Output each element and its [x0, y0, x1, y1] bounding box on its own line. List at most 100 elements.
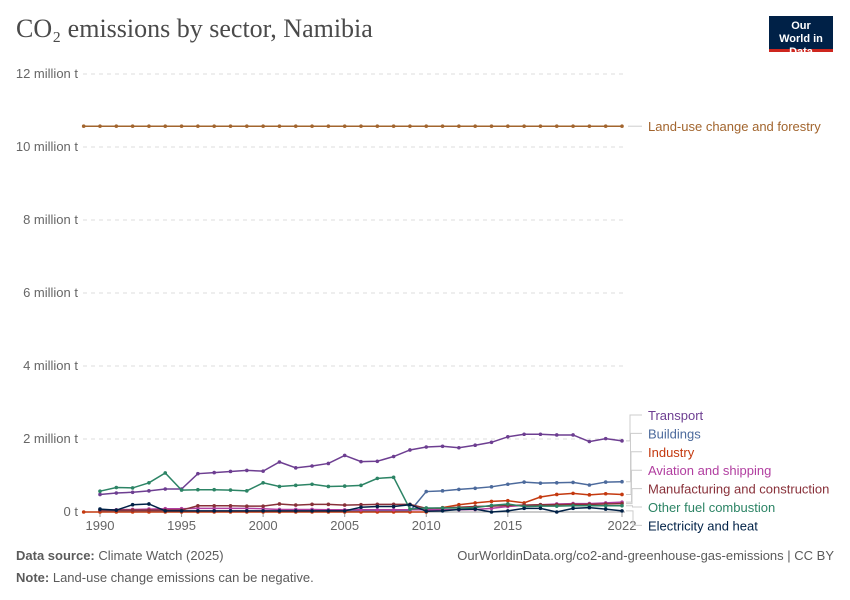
data-point	[130, 490, 135, 495]
series-line	[83, 492, 623, 513]
data-point	[342, 124, 347, 128]
data-point	[277, 484, 282, 489]
data-point	[293, 509, 298, 513]
x-tick-label: 2010	[412, 518, 441, 533]
data-point	[440, 509, 445, 513]
data-point	[310, 482, 314, 487]
data-point	[538, 124, 543, 128]
data-point	[228, 488, 233, 492]
data-point	[326, 502, 331, 507]
data-point	[587, 124, 592, 128]
data-point	[342, 509, 347, 513]
legend-label: Buildings	[648, 426, 701, 441]
data-point	[457, 507, 461, 512]
data-point	[522, 432, 526, 437]
data-point	[277, 502, 282, 506]
legend-label: Land-use change and forestry	[648, 119, 821, 134]
data-point	[506, 498, 510, 503]
data-point	[506, 482, 510, 487]
data-point	[261, 504, 265, 508]
data-point	[147, 489, 151, 493]
data-point	[196, 506, 200, 511]
data-point	[196, 509, 200, 513]
x-tick-label: 1990	[86, 518, 115, 533]
y-tick-label: 12 million t	[16, 66, 79, 81]
legend-connector	[626, 451, 642, 495]
data-point	[473, 501, 477, 505]
data-point	[375, 508, 380, 512]
data-point	[571, 506, 575, 511]
data-point	[440, 444, 445, 449]
data-point	[196, 503, 200, 508]
series-electricity-and-heat	[98, 502, 624, 514]
data-point	[424, 489, 429, 494]
data-point	[261, 124, 265, 128]
data-point	[522, 480, 526, 484]
data-point	[310, 509, 314, 513]
data-point	[603, 436, 608, 441]
data-point	[489, 510, 494, 514]
data-point	[179, 124, 184, 128]
data-point	[391, 475, 396, 480]
data-point	[489, 503, 494, 508]
data-point	[391, 508, 396, 512]
data-point	[147, 481, 151, 485]
data-point	[98, 507, 102, 511]
data-point	[293, 124, 298, 128]
data-point	[228, 506, 233, 511]
data-point	[587, 505, 592, 510]
series-industry	[81, 491, 624, 514]
owid-logo[interactable]: Our World in Data	[769, 16, 833, 58]
data-point	[375, 124, 380, 128]
legend-label: Aviation and shipping	[648, 463, 771, 478]
data-point	[212, 503, 216, 508]
data-point	[554, 481, 559, 485]
data-point	[424, 506, 429, 510]
data-point	[310, 502, 314, 507]
data-point	[408, 507, 412, 511]
note-text: Land-use change emissions can be negativ…	[52, 570, 314, 585]
data-point	[359, 483, 363, 488]
data-point	[522, 124, 526, 128]
data-point	[196, 471, 200, 476]
source-link[interactable]: Climate Watch (2025)	[98, 548, 224, 563]
data-point	[326, 484, 331, 489]
data-point	[359, 124, 363, 128]
y-tick-label: 10 million t	[16, 139, 79, 154]
data-point	[245, 504, 249, 508]
data-point	[440, 506, 445, 510]
data-point	[196, 124, 200, 128]
data-point	[212, 506, 216, 511]
series-land-use-change-and-forestry	[81, 124, 624, 128]
source-url[interactable]: OurWorldinData.org/co2-and-greenhouse-ga…	[457, 548, 834, 563]
note-label: Note:	[16, 570, 50, 585]
data-point	[147, 124, 151, 128]
data-point	[424, 124, 429, 128]
x-tick-label: 2015	[493, 518, 522, 533]
data-point	[163, 487, 168, 491]
y-tick-label: 6 million t	[23, 285, 78, 300]
series-transport	[98, 432, 624, 497]
data-point	[326, 124, 331, 128]
data-point	[98, 489, 102, 493]
data-point	[620, 439, 624, 443]
data-point	[375, 476, 380, 481]
data-point	[196, 487, 200, 492]
data-point	[522, 506, 526, 511]
data-point	[261, 469, 265, 473]
data-point	[506, 124, 510, 128]
data-point	[620, 124, 624, 128]
data-point	[538, 432, 543, 437]
legend-label: Manufacturing and construction	[648, 482, 829, 497]
data-point	[277, 509, 282, 513]
data-point	[98, 492, 102, 497]
data-point	[326, 461, 331, 466]
data-point	[538, 506, 543, 511]
data-point	[114, 508, 119, 512]
data-point	[245, 468, 249, 473]
y-tick-label: 8 million t	[23, 212, 78, 227]
data-point	[473, 486, 477, 491]
x-tick-label: 2022	[608, 518, 637, 533]
